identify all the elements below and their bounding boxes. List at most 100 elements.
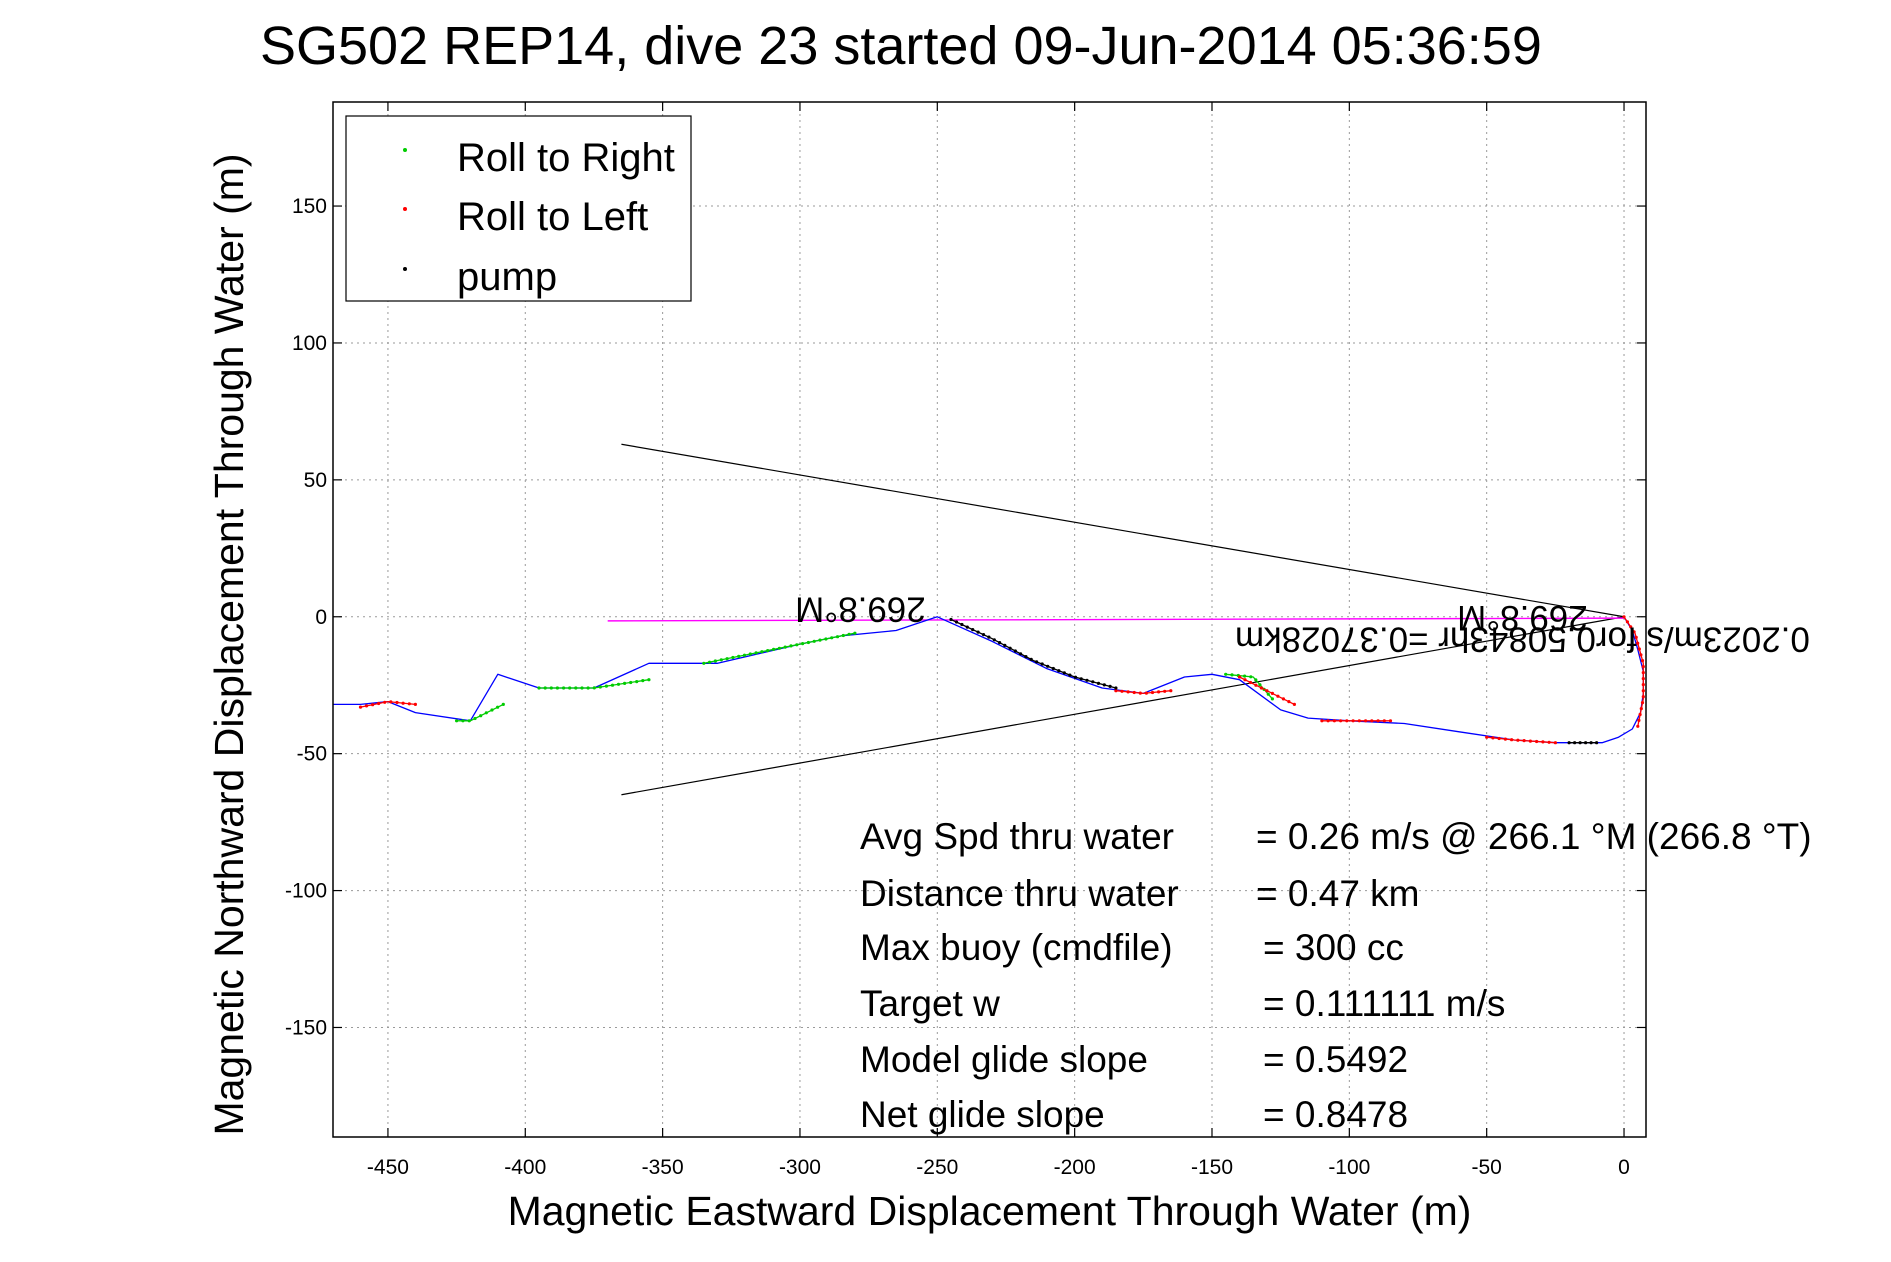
roll-right-point <box>604 684 609 688</box>
roll-right-point <box>812 639 816 643</box>
pump-point <box>1567 741 1571 745</box>
legend: Roll to Right Roll to Left pump <box>345 115 692 302</box>
heading-wedge <box>607 443 1625 796</box>
roll-left-point <box>1326 719 1330 723</box>
roll-left-line <box>360 700 416 708</box>
roll-left-point <box>1636 724 1640 728</box>
roll-right-point <box>830 636 834 640</box>
heading-label-1: 269.8°M <box>1457 598 1588 637</box>
roll-right-point <box>772 647 776 652</box>
roll-left-point <box>1535 739 1539 744</box>
roll-left-point <box>1281 697 1285 701</box>
roll-right-point <box>543 686 547 690</box>
x-tick-label: -450 <box>367 1156 409 1179</box>
segment-layer <box>358 615 1645 745</box>
chart-title: SG502 REP14, dive 23 started 09-Jun-2014… <box>260 16 1542 76</box>
roll-left-point <box>1126 690 1130 694</box>
roll-right-point <box>801 642 805 646</box>
roll-left-point <box>1254 683 1258 687</box>
stats-block: Avg Spd thru water = 0.26 m/s @ 266.1 °M… <box>860 816 1812 1135</box>
stat-value-net-glide: = 0.8478 <box>1263 1094 1408 1135</box>
pump-point <box>1013 649 1018 653</box>
roll-right-point <box>586 686 590 690</box>
roll-right-point <box>647 678 651 682</box>
roll-right-point <box>725 657 729 661</box>
pump-point <box>998 641 1002 645</box>
roll-left-point <box>1332 719 1336 723</box>
roll-left-point <box>1265 689 1269 693</box>
roll-left-point <box>1382 719 1386 723</box>
roll-right-point <box>629 680 633 685</box>
y-axis-label: Magnetic Northward Displacement Through … <box>206 153 252 1135</box>
roll-right-point <box>496 705 500 709</box>
roll-left-point <box>1638 712 1642 717</box>
roll-right-point <box>789 644 793 648</box>
pump-point <box>1114 686 1118 690</box>
roll-right-point <box>484 711 488 715</box>
stat-value-target-w: = 0.111111 m/s <box>1263 983 1505 1024</box>
roll-right-point <box>702 661 706 665</box>
roll-left-point <box>1640 659 1645 663</box>
roll-left-point <box>1641 665 1645 669</box>
roll-left-point <box>358 705 363 709</box>
roll-left-point <box>395 700 399 705</box>
roll-left-point <box>1248 680 1253 685</box>
roll-left-point <box>1388 719 1393 723</box>
roll-right-point <box>549 686 553 690</box>
roll-right-point <box>455 719 459 723</box>
roll-left-point <box>1632 630 1636 634</box>
roll-right-point <box>731 655 735 660</box>
pump-point <box>1102 683 1106 687</box>
roll-left-point <box>1287 700 1291 704</box>
plot-frame <box>332 101 1647 1138</box>
roll-right-point <box>610 683 615 687</box>
roll-right-point <box>479 714 483 718</box>
roll-left-point <box>1243 678 1247 682</box>
roll-left-point <box>1641 689 1645 693</box>
roll-right-point <box>555 686 560 690</box>
heading-line <box>607 617 1625 622</box>
roll-left-point <box>1553 741 1557 745</box>
roll-left-point <box>1357 719 1361 723</box>
pump-point <box>965 625 969 629</box>
roll-right-point <box>562 686 566 690</box>
roll-left-point <box>1376 719 1380 723</box>
y-tick-label: -50 <box>297 743 327 766</box>
roll-left-point <box>1641 683 1645 687</box>
roll-right-point <box>742 653 747 657</box>
roll-right-point <box>835 635 840 639</box>
legend-marker-roll-left <box>403 207 407 211</box>
roll-left-point <box>413 702 417 707</box>
pump-point <box>1003 643 1007 648</box>
roll-left-point <box>1637 718 1641 723</box>
roll-right-point <box>473 716 477 721</box>
roll-left-point <box>1169 689 1173 693</box>
roll-left-point <box>1622 615 1626 619</box>
roll-right-point <box>1243 674 1247 678</box>
roll-right-point <box>592 686 596 690</box>
roll-left-point <box>1547 740 1551 744</box>
pump-point <box>1019 652 1023 656</box>
stat-label-max-buoy: Max buoy (cmdfile) <box>860 927 1173 968</box>
pump-point <box>1057 669 1061 673</box>
roll-left-point <box>1157 690 1161 694</box>
roll-left-point <box>389 700 393 704</box>
pump-point <box>1040 662 1044 666</box>
roll-left-point <box>1138 691 1142 695</box>
roll-right-point <box>783 645 787 649</box>
pump-point <box>1035 660 1039 664</box>
roll-right-point <box>1254 678 1258 682</box>
pump-point <box>1085 678 1089 682</box>
pump-point <box>1046 664 1050 668</box>
roll-right-point <box>623 681 627 686</box>
pump-point <box>949 617 953 622</box>
roll-left-point <box>1351 719 1355 723</box>
pump-point <box>1091 680 1095 684</box>
pump-point <box>1584 741 1588 745</box>
roll-left-line <box>1115 690 1171 695</box>
roll-left-point <box>1485 735 1489 739</box>
stat-value-max-buoy: = 300 cc <box>1263 927 1404 968</box>
roll-left-point <box>1639 653 1643 657</box>
y-tick-label: 100 <box>292 332 327 355</box>
roll-left-point <box>1150 690 1155 695</box>
